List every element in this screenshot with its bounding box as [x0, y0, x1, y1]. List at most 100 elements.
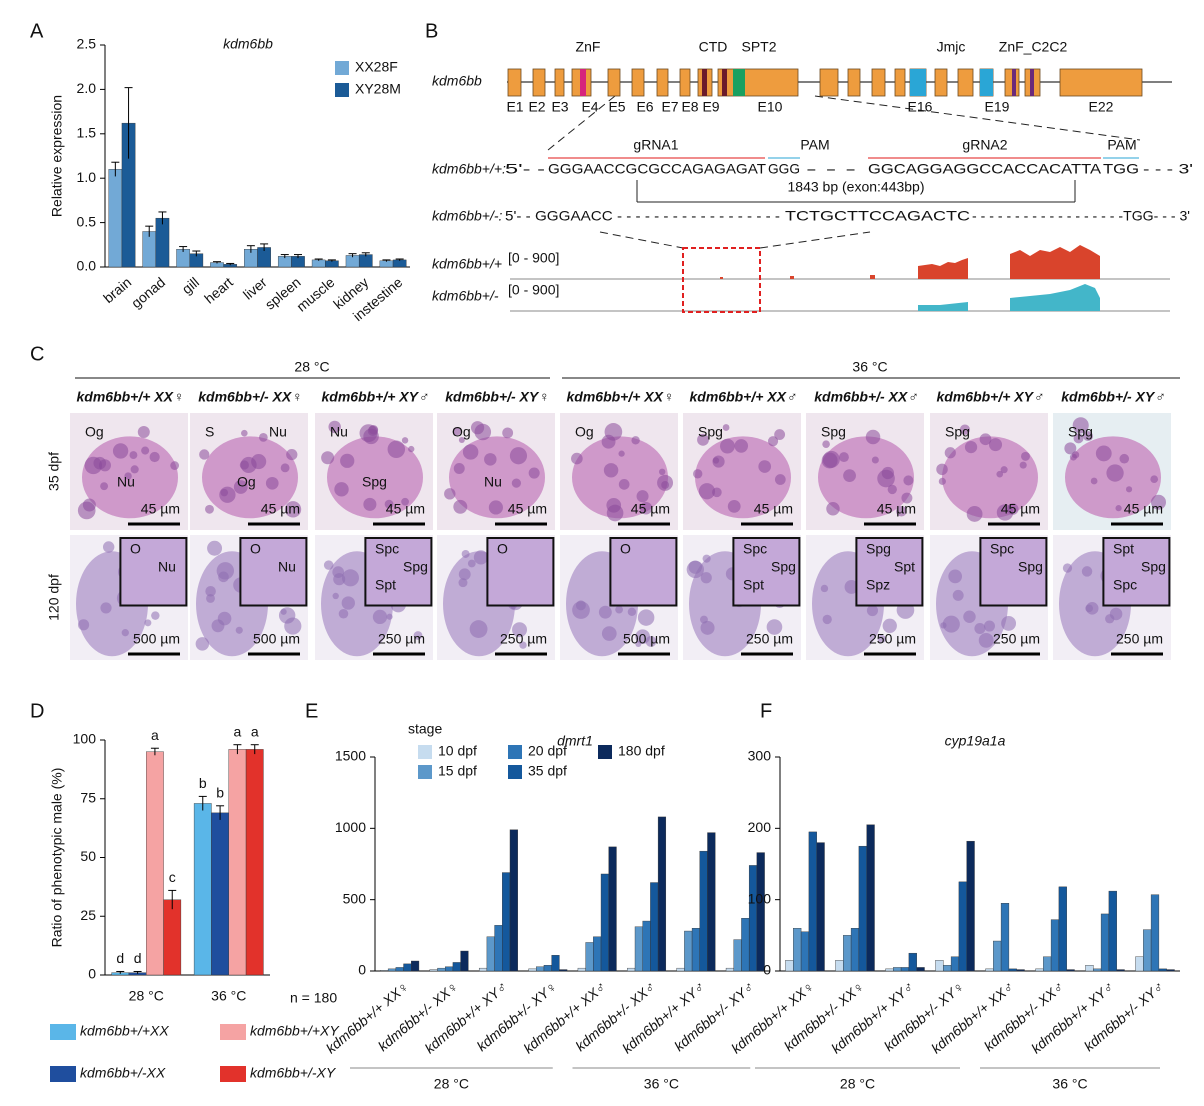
y-tick-label: 0.5: [77, 213, 97, 229]
bar: [1108, 890, 1117, 972]
exon-label: E22: [1089, 99, 1114, 115]
sequence: GGCAGGAGGCCACCACATTA: [868, 161, 1102, 177]
y-tick-label: 1000: [335, 819, 366, 835]
cell: [1071, 451, 1080, 459]
inset: [855, 537, 924, 607]
cell: [1150, 475, 1159, 484]
bar: [311, 259, 326, 268]
cell-label: Spt: [1113, 541, 1134, 557]
bar: [502, 872, 511, 972]
cell-label: Spg: [866, 541, 891, 557]
bar: [1100, 913, 1110, 972]
domain: [1012, 69, 1016, 96]
cell: [767, 436, 779, 447]
panel-label: C: [30, 343, 44, 365]
bar: [429, 969, 438, 972]
cell: [286, 448, 298, 461]
cell: [979, 433, 992, 446]
exon-label: E19: [985, 99, 1010, 115]
cell: [1019, 461, 1027, 469]
cell: [461, 550, 470, 558]
bar: [733, 939, 742, 972]
cell: [572, 601, 590, 619]
cell: [996, 504, 1014, 521]
cell: [278, 607, 296, 624]
scale-label: 500 µm: [133, 631, 180, 647]
cell: [93, 456, 107, 470]
domain-label: ZnF_C2C2: [999, 39, 1068, 55]
legend-label: 15 dpf: [438, 763, 477, 779]
cell: [636, 490, 649, 503]
bar: [885, 968, 894, 972]
x-tick-label: gonad: [128, 274, 168, 311]
bar: [699, 850, 708, 972]
sequence: 5'- -: [505, 161, 546, 177]
y-tick-label: 100: [73, 731, 97, 747]
cell: [323, 560, 334, 570]
cell: [996, 470, 1004, 478]
cell: [983, 620, 995, 632]
track-range: [0 - 900]: [508, 250, 559, 266]
significance-letter: a: [151, 727, 159, 743]
scale-label: 45 µm: [386, 501, 425, 517]
cell: [697, 433, 709, 446]
exon-label: E4: [581, 99, 598, 115]
exon-label: E16: [908, 99, 933, 115]
exon: [894, 68, 906, 97]
bar: [691, 928, 700, 972]
exon-label: E5: [608, 99, 625, 115]
bar: [379, 260, 394, 268]
x-tick-label: gill: [179, 274, 202, 297]
cell: [444, 488, 456, 500]
exon: [847, 68, 861, 97]
bar: [816, 842, 825, 972]
bar: [211, 812, 229, 976]
bar: [585, 942, 594, 972]
bar: [866, 824, 875, 972]
y-tick-label: 100: [748, 890, 772, 906]
cell: [618, 479, 630, 490]
track-range: [0 - 900]: [508, 282, 559, 298]
cell: [206, 594, 215, 603]
cell: [462, 444, 479, 460]
bar: [509, 829, 518, 972]
cell: [571, 452, 583, 465]
cell: [1021, 451, 1030, 461]
panel-label: A: [30, 20, 44, 42]
bar: [850, 928, 860, 972]
cell: [712, 457, 720, 464]
scale-label: 500 µm: [253, 631, 300, 647]
y-tick-label: 2.5: [77, 36, 97, 52]
domain-label: Jmjc: [937, 39, 966, 55]
exon: [554, 68, 565, 97]
cell: [328, 420, 341, 434]
cell: [216, 562, 235, 580]
cell: [1083, 431, 1094, 442]
cell: [124, 472, 132, 480]
bar: [577, 967, 586, 972]
cell: [618, 450, 625, 457]
cell: [942, 615, 960, 633]
inset: [364, 537, 433, 607]
bar: [325, 260, 339, 268]
track-label: kdm6bb+/+: [432, 256, 502, 272]
bar: [380, 970, 389, 972]
cell: [207, 540, 223, 556]
scale-label: 45 µm: [261, 501, 300, 517]
cell: [100, 482, 109, 491]
cell: [341, 596, 355, 610]
exon-label: E8: [681, 99, 698, 115]
legend-swatch: [335, 61, 349, 75]
cell-label: Nu: [484, 474, 502, 490]
scale-label: 45 µm: [1001, 501, 1040, 517]
bar: [966, 840, 975, 972]
sequence: TCTGCTTCCAGACTC: [785, 208, 970, 224]
bar: [748, 865, 758, 972]
cell: [511, 478, 522, 488]
cell: [241, 429, 248, 437]
bar: [486, 936, 495, 972]
bar: [684, 930, 693, 972]
cell-label: Spg: [821, 424, 846, 440]
cell: [615, 605, 623, 614]
group-label: 36 °C: [644, 1076, 679, 1092]
